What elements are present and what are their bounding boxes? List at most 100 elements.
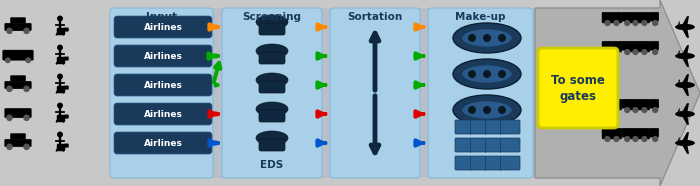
Ellipse shape (256, 102, 288, 116)
FancyBboxPatch shape (10, 134, 26, 139)
Polygon shape (681, 16, 689, 38)
Circle shape (57, 15, 63, 21)
Circle shape (652, 49, 658, 55)
Text: Make-up: Make-up (455, 12, 505, 22)
Polygon shape (681, 103, 689, 125)
Circle shape (624, 136, 631, 142)
Circle shape (57, 102, 63, 108)
Circle shape (652, 20, 658, 26)
Ellipse shape (453, 95, 521, 125)
Circle shape (468, 34, 476, 42)
Circle shape (641, 107, 648, 113)
Circle shape (632, 20, 638, 26)
Text: Screening: Screening (242, 12, 302, 22)
Ellipse shape (675, 111, 695, 117)
FancyBboxPatch shape (110, 8, 213, 178)
FancyBboxPatch shape (630, 41, 650, 52)
FancyBboxPatch shape (330, 8, 420, 178)
Circle shape (6, 28, 13, 34)
FancyBboxPatch shape (10, 17, 26, 23)
Ellipse shape (675, 82, 695, 88)
Text: EDS: EDS (260, 160, 284, 170)
Circle shape (641, 136, 648, 142)
Circle shape (624, 107, 631, 113)
Circle shape (652, 107, 658, 113)
Polygon shape (677, 80, 680, 85)
Ellipse shape (256, 15, 288, 29)
FancyBboxPatch shape (114, 132, 212, 154)
FancyBboxPatch shape (57, 86, 65, 93)
FancyBboxPatch shape (259, 139, 285, 151)
Circle shape (632, 107, 638, 113)
Circle shape (483, 34, 491, 42)
Ellipse shape (453, 59, 521, 89)
Text: Airlines: Airlines (144, 52, 183, 60)
Ellipse shape (675, 24, 695, 30)
Circle shape (6, 86, 13, 92)
FancyBboxPatch shape (64, 115, 69, 118)
FancyBboxPatch shape (455, 120, 520, 134)
FancyBboxPatch shape (5, 81, 32, 89)
Circle shape (6, 114, 13, 121)
FancyBboxPatch shape (259, 52, 285, 64)
Ellipse shape (462, 29, 512, 47)
Polygon shape (677, 51, 680, 56)
Circle shape (498, 106, 506, 114)
Polygon shape (681, 45, 689, 67)
Circle shape (624, 20, 631, 26)
Circle shape (613, 107, 620, 113)
Circle shape (23, 28, 30, 34)
Text: gates: gates (559, 89, 596, 102)
Circle shape (624, 49, 631, 55)
Circle shape (641, 49, 648, 55)
Circle shape (604, 107, 610, 113)
Polygon shape (677, 22, 680, 27)
FancyBboxPatch shape (259, 81, 285, 93)
Circle shape (468, 70, 476, 78)
FancyBboxPatch shape (259, 110, 285, 122)
Ellipse shape (256, 131, 288, 145)
FancyBboxPatch shape (114, 16, 212, 38)
Circle shape (613, 49, 620, 55)
FancyBboxPatch shape (428, 8, 533, 178)
FancyBboxPatch shape (5, 23, 32, 31)
Circle shape (6, 143, 13, 150)
Ellipse shape (675, 140, 695, 146)
FancyBboxPatch shape (538, 48, 618, 128)
Circle shape (23, 143, 30, 150)
Ellipse shape (256, 73, 288, 87)
Circle shape (652, 136, 658, 142)
FancyBboxPatch shape (259, 23, 285, 35)
Circle shape (641, 20, 648, 26)
FancyBboxPatch shape (455, 138, 520, 152)
Polygon shape (677, 138, 680, 143)
Ellipse shape (256, 44, 288, 58)
FancyBboxPatch shape (57, 57, 65, 64)
Polygon shape (677, 109, 680, 114)
FancyBboxPatch shape (222, 8, 322, 178)
Ellipse shape (453, 23, 521, 53)
Bar (110, 8, 645, 178)
Text: Airlines: Airlines (144, 23, 183, 31)
Text: Airlines: Airlines (144, 110, 183, 118)
Circle shape (613, 20, 620, 26)
Polygon shape (681, 74, 689, 96)
FancyBboxPatch shape (114, 103, 212, 125)
Text: To some: To some (551, 73, 605, 86)
Text: Airlines: Airlines (144, 139, 183, 147)
Polygon shape (681, 132, 689, 154)
Circle shape (613, 136, 620, 142)
Ellipse shape (462, 65, 512, 83)
FancyBboxPatch shape (57, 28, 65, 35)
FancyBboxPatch shape (630, 12, 650, 23)
FancyBboxPatch shape (650, 12, 659, 21)
FancyBboxPatch shape (622, 41, 631, 50)
FancyBboxPatch shape (455, 156, 520, 170)
FancyBboxPatch shape (602, 41, 622, 52)
Circle shape (5, 57, 10, 63)
FancyBboxPatch shape (602, 128, 622, 139)
Circle shape (483, 106, 491, 114)
Circle shape (498, 70, 506, 78)
Circle shape (23, 114, 30, 121)
FancyBboxPatch shape (602, 99, 622, 110)
